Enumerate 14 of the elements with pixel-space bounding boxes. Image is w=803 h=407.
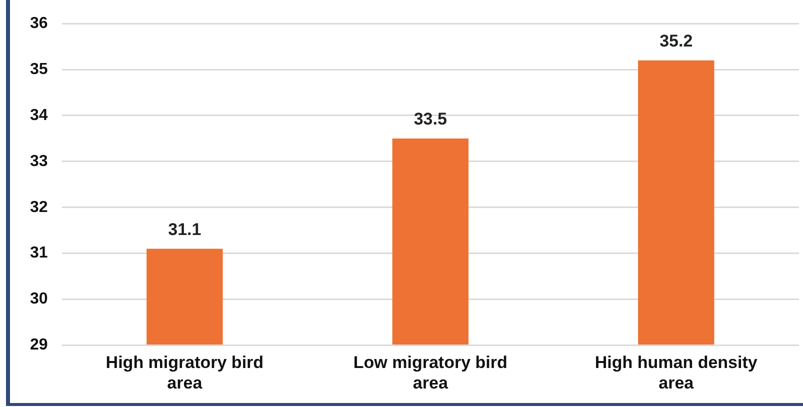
data-label: 33.5 — [414, 110, 447, 129]
y-tick-label: 36 — [30, 15, 48, 32]
y-tick-label: 29 — [30, 336, 48, 354]
data-label: 35.2 — [660, 32, 693, 51]
y-tick-label: 33 — [30, 152, 48, 170]
y-tick-label: 34 — [30, 106, 48, 124]
y-tick-label: 32 — [30, 198, 48, 216]
y-tick-label: 30 — [30, 290, 48, 308]
y-tick-label: 31 — [30, 244, 48, 262]
x-tick-label: High human density area — [594, 353, 758, 392]
x-tick-label: Low migratory bird area — [353, 353, 508, 392]
x-tick-label: High migratory bird area — [106, 353, 264, 392]
data-label: 31.1 — [168, 220, 202, 239]
y-tick-label: 35 — [30, 60, 48, 78]
